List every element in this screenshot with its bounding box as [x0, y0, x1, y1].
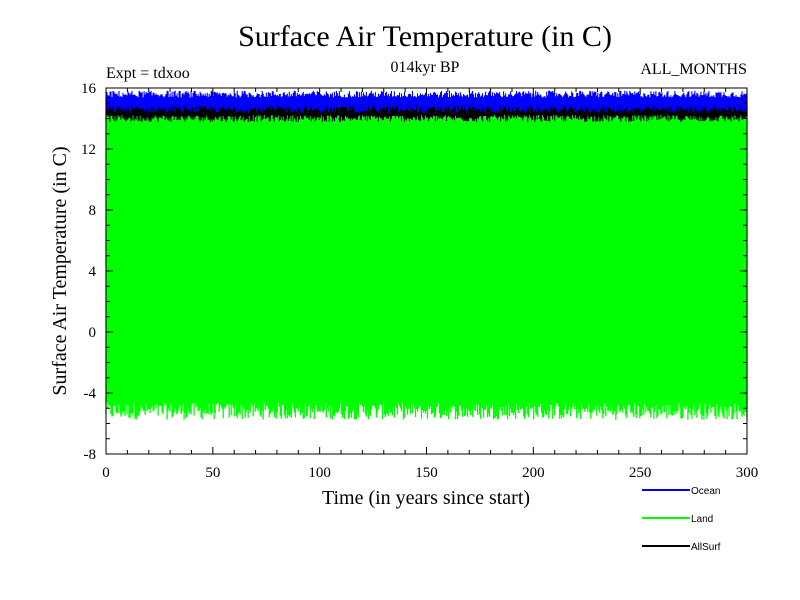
chart-title: Surface Air Temperature (in C): [238, 20, 612, 53]
x-axis-label: Time (in years since start): [322, 487, 530, 509]
x-tick-label: 50: [205, 465, 220, 481]
y-tick-label: -8: [84, 447, 97, 463]
legend: Ocean Land AllSurf: [642, 486, 721, 553]
y-tick-label: -4: [84, 386, 97, 402]
x-tick-label: 300: [736, 465, 759, 481]
chart-subtitle-left: Expt = tdxoo: [106, 65, 190, 82]
y-tick-label: 8: [89, 203, 97, 219]
x-tick-label: 200: [522, 465, 545, 481]
y-axis-label: Surface Air Temperature (in C): [49, 146, 71, 395]
x-tick-label: 0: [102, 465, 110, 481]
x-axis: 0 50 100 150 200 250 300: [102, 88, 758, 481]
legend-label-ocean: Ocean: [691, 486, 720, 497]
y-tick-label: 0: [89, 325, 97, 341]
series-land: [105, 104, 748, 420]
y-tick-label: 12: [81, 142, 96, 158]
y-axis: -8 -4 0 4 8 12 16: [81, 81, 747, 463]
legend-label-allsurf: AllSurf: [691, 542, 721, 553]
x-tick-label: 100: [308, 465, 331, 481]
x-tick-label: 150: [415, 465, 438, 481]
y-tick-label: 4: [89, 264, 97, 280]
chart-subtitle-center: 014kyr BP: [391, 59, 460, 76]
legend-label-land: Land: [691, 514, 713, 525]
x-tick-label: 250: [629, 465, 652, 481]
y-tick-label: 16: [81, 81, 97, 97]
plot-area: [105, 90, 748, 420]
chart-subtitle-right: ALL_MONTHS: [640, 61, 747, 78]
